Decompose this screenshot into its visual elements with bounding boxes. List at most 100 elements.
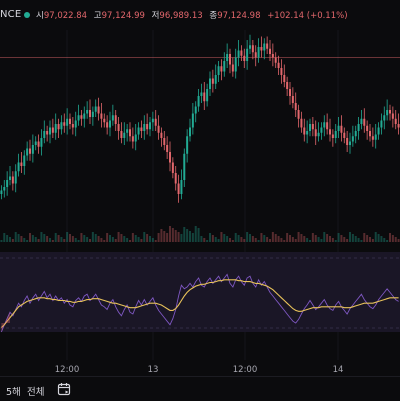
- candle-body: [311, 124, 314, 130]
- timeframe-all-button[interactable]: 전체: [27, 387, 45, 398]
- candle-body: [377, 127, 380, 135]
- volume-bar: [397, 239, 400, 242]
- calendar-icon[interactable]: [57, 382, 71, 396]
- volume-bar: [306, 238, 309, 242]
- candle-body: [66, 118, 69, 126]
- price-chart[interactable]: [0, 0, 400, 360]
- candle-body: [106, 122, 109, 128]
- volume-bar: [109, 235, 111, 242]
- volume-bar: [206, 240, 209, 242]
- candle-body: [300, 118, 303, 128]
- high-label: 고: [93, 11, 102, 21]
- candle-body: [89, 110, 91, 117]
- candle-body: [397, 124, 400, 128]
- volume-bar: [103, 240, 106, 242]
- candle-body: [171, 162, 174, 173]
- candle-body: [71, 124, 74, 128]
- volume-bar: [149, 236, 151, 242]
- volume-bar: [366, 235, 369, 242]
- candle-body: [220, 66, 223, 72]
- volume-bar: [180, 234, 183, 242]
- volume-bar: [240, 237, 243, 242]
- candle-body: [26, 148, 29, 156]
- candle-body: [20, 162, 23, 166]
- volume-bar: [189, 231, 191, 242]
- candle-body: [349, 141, 351, 145]
- candle-body: [217, 66, 220, 75]
- candle-body: [254, 52, 257, 58]
- candle-body: [337, 125, 340, 131]
- volume-bar: [11, 239, 14, 242]
- volume-bar: [203, 238, 206, 242]
- volume-bar: [283, 240, 286, 242]
- time-axis[interactable]: 12:00 13 12:00 14: [0, 360, 400, 376]
- volume-bar: [226, 236, 229, 242]
- candle-body: [317, 132, 320, 137]
- candle-body: [374, 134, 377, 140]
- time-tick-label: 14: [332, 365, 344, 375]
- volume-bar: [111, 237, 114, 242]
- candle-body: [320, 127, 323, 133]
- candle-body: [74, 120, 77, 128]
- candle-body: [357, 124, 360, 131]
- volume-bar: [340, 235, 343, 242]
- symbol-header: NCE 시97,022.84 고97,124.99 저96,989.13 종97…: [0, 0, 400, 30]
- volume-bar: [277, 236, 280, 242]
- candle-body: [240, 50, 243, 56]
- time-tick-label: 12:00: [232, 365, 258, 375]
- candle-body: [111, 115, 114, 121]
- candle-body: [43, 131, 46, 138]
- volume-bar: [383, 238, 386, 242]
- candle-body: [334, 131, 337, 138]
- candle-body: [60, 122, 63, 130]
- volume-bar: [51, 240, 54, 242]
- volume-bar: [363, 233, 366, 242]
- volume-bar: [386, 240, 389, 242]
- volume-bar: [154, 240, 157, 242]
- volume-bar: [211, 235, 214, 242]
- candle-body: [283, 75, 286, 82]
- ohlc-readout: 시97,022.84 고97,124.99 저96,989.13 종97,124…: [36, 9, 352, 21]
- candle-body: [234, 57, 237, 72]
- timeframe-5d-button[interactable]: 5해: [6, 387, 21, 398]
- volume-bar: [20, 236, 23, 242]
- candle-body: [363, 118, 366, 126]
- candle-body: [134, 134, 137, 142]
- volume-bar: [291, 237, 294, 242]
- candle-body: [294, 103, 297, 110]
- candle-body: [183, 153, 186, 180]
- candle-body: [103, 118, 106, 123]
- volume-bar: [286, 233, 289, 242]
- candle-body: [266, 43, 269, 49]
- volume-bar: [60, 237, 63, 242]
- candle-body: [23, 155, 26, 166]
- volume-bar: [166, 233, 169, 242]
- candle-body: [269, 48, 271, 54]
- candle-body: [117, 124, 120, 131]
- volume-bar: [231, 240, 234, 242]
- open-value: 97,022.84: [43, 11, 88, 21]
- volume-bar: [160, 229, 163, 242]
- volume-bar: [131, 233, 134, 242]
- volume-bar: [320, 239, 323, 242]
- volume-bar: [323, 232, 326, 242]
- volume-bar: [237, 235, 240, 242]
- candle-body: [223, 61, 226, 72]
- volume-bar: [23, 238, 26, 242]
- candle-body: [260, 47, 263, 51]
- candle-body: [126, 129, 129, 133]
- candle-body: [174, 173, 177, 184]
- volume-bar: [77, 240, 80, 242]
- candle-body: [146, 124, 149, 130]
- volume-bar: [129, 240, 131, 242]
- volume-bar: [123, 236, 126, 242]
- volume-bar: [3, 233, 6, 242]
- volume-bar: [74, 238, 77, 242]
- volume-bar: [80, 233, 83, 242]
- candle-body: [314, 129, 317, 137]
- change-value: +102.14 (+0.11%): [267, 11, 348, 21]
- volume-bar: [91, 232, 94, 242]
- volume-bar: [57, 235, 60, 242]
- candle-body: [380, 120, 383, 128]
- volume-bar: [134, 235, 137, 242]
